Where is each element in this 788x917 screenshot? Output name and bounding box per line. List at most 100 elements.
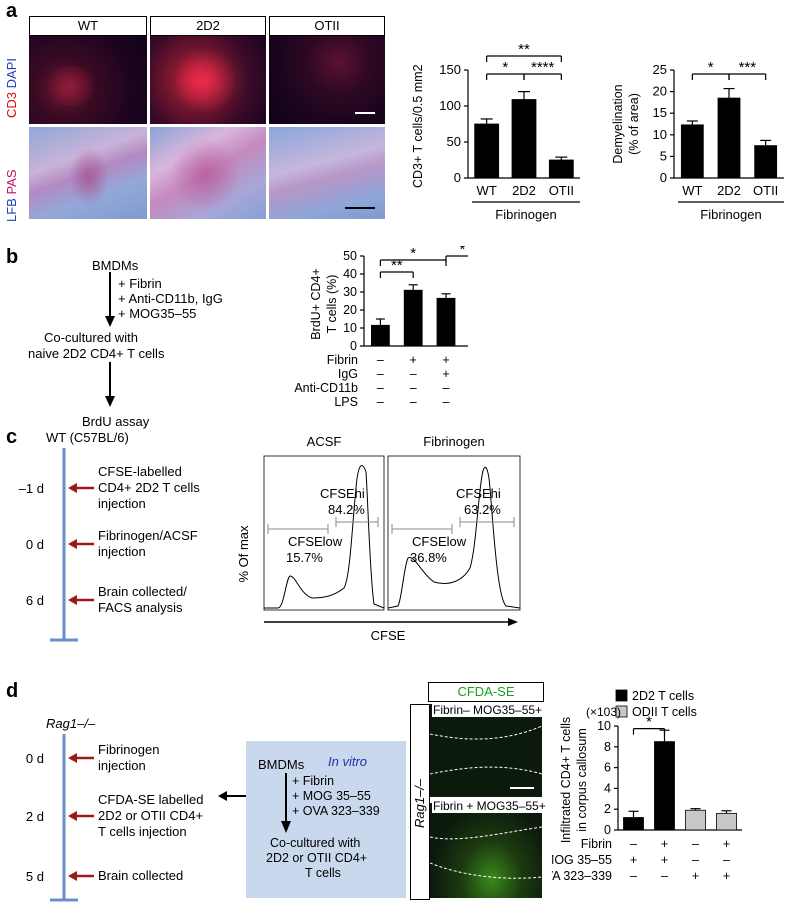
cfda-bottom-label: Fibrin + MOG35–55+: [432, 799, 547, 813]
stain-label-lfb-pas: LFB PAS: [4, 169, 19, 222]
timeline-arrowhead: [68, 539, 77, 549]
micrograph-lfb-2d2: [150, 127, 266, 219]
bar: [654, 741, 675, 831]
box-treat3: + OVA 323–339: [292, 804, 380, 818]
timeline-text: Brain collected: [98, 868, 183, 883]
y-tick-label: 0: [604, 823, 611, 837]
timeline-arrowhead: [68, 871, 77, 881]
micrograph-cfda-bottom: [430, 803, 542, 898]
flow-b-cocult2: naive 2D2 CD4+ T cells: [28, 346, 165, 361]
bar: [716, 812, 737, 831]
significance-label: **: [518, 41, 530, 58]
condition-label: MOG 35–55: [552, 853, 612, 867]
bar: [548, 159, 574, 179]
cfda-header: CFDA-SE: [428, 682, 544, 702]
chart-c-histograms: % Of maxACSFCFSElow15.7%CFSEhi84.2%Fibri…: [238, 434, 521, 643]
timeline-text: CD4+ 2D2 T cells: [98, 480, 200, 495]
histogram-frame: [387, 455, 521, 611]
condition-sign: –: [661, 869, 668, 883]
gate-hi-pct: 63.2%: [464, 502, 501, 517]
gate-low-pct: 15.7%: [286, 550, 323, 565]
condition-sign: –: [410, 381, 417, 395]
condition-sign: –: [630, 869, 637, 883]
condition-sign: +: [442, 367, 449, 381]
condition-sign: –: [410, 367, 417, 381]
panel-letter-b: b: [6, 246, 19, 268]
significance-label: ***: [739, 59, 757, 76]
condition-sign: +: [661, 837, 668, 851]
timeline-day: 0 d: [26, 537, 44, 552]
condition-label: LPS: [334, 395, 358, 409]
y-tick-label: 0: [350, 339, 357, 353]
timeline-text: injection: [98, 544, 146, 559]
condition-label: Fibrin: [581, 837, 612, 851]
micrograph-lfb-wt: [29, 127, 147, 219]
timeline-text: Brain collected/: [98, 584, 187, 599]
histogram-frame: [263, 455, 385, 611]
box-treat2: + MOG 35–55: [292, 789, 371, 803]
y-tick-label: 100: [439, 98, 461, 113]
gate-low-label: CFSElow: [288, 534, 343, 549]
condition-sign: +: [723, 837, 730, 851]
y-axis-label-2: (% of area): [627, 93, 641, 155]
histogram-title: ACSF: [307, 434, 342, 449]
x-tick-label: WT: [477, 183, 497, 198]
rag-side-label: Rag1–/–: [412, 778, 427, 828]
x-axis-arrowhead: [508, 618, 518, 626]
gate-hi-label: CFSEhi: [456, 486, 501, 501]
significance-label: ****: [531, 59, 555, 76]
timeline-day: –1 d: [19, 481, 44, 496]
y-tick-label: 8: [604, 740, 611, 754]
significance-label: *: [708, 59, 714, 76]
bar: [623, 817, 644, 831]
box-title: BMDMs: [258, 757, 305, 772]
y-tick-label: 5: [660, 148, 667, 163]
timeline-arrowhead: [68, 595, 77, 605]
timeline-arrowhead: [68, 753, 77, 763]
y-axis-label-2: T cells (%): [325, 275, 339, 334]
in-vitro-box: [246, 741, 406, 898]
flow-b-treat2: + Anti-CD11b, IgG: [118, 291, 223, 306]
legend-swatch: [615, 705, 628, 718]
timeline-day: 2 d: [26, 809, 44, 824]
y-tick-label: 20: [343, 303, 357, 317]
condition-label: IgG: [338, 367, 358, 381]
y-axis-label-2: in corpus callosum: [575, 728, 589, 832]
stain-label-cd3-dapi: CD3 DAPI: [4, 58, 19, 118]
condition-sign: –: [377, 367, 384, 381]
condition-label: Anti-CD11b: [294, 381, 358, 395]
bar: [403, 289, 423, 347]
x-tick-label: 2D2: [717, 183, 741, 198]
x-tick-label: 2D2: [512, 183, 536, 198]
condition-sign: –: [410, 395, 417, 409]
box-cocult3: T cells: [305, 866, 341, 880]
gate-hi-pct: 84.2%: [328, 502, 365, 517]
timeline-day: 0 d: [26, 751, 44, 766]
bar: [685, 809, 706, 831]
significance-label: *: [410, 246, 416, 262]
y-tick-label: 10: [653, 127, 667, 142]
y-tick-label: 150: [439, 62, 461, 77]
condition-sign: +: [410, 353, 417, 367]
condition-sign: –: [377, 381, 384, 395]
histogram-title: Fibrinogen: [423, 434, 484, 449]
condition-sign: –: [723, 853, 730, 867]
bar: [371, 324, 390, 347]
y-axis-label: Infiltrated CD4+ T cells: [559, 717, 573, 843]
timeline-day: 5 d: [26, 869, 44, 884]
condition-sign: –: [630, 837, 637, 851]
bar: [474, 123, 500, 179]
flow-b-top: BMDMs: [92, 258, 139, 273]
panel-d-strain: Rag1–/–: [46, 716, 96, 731]
micrograph-lfb-otii: [269, 127, 385, 219]
panel-letter-d: d: [6, 680, 19, 702]
y-tick-label: 0: [660, 170, 667, 185]
condition-sign: +: [723, 869, 730, 883]
y-tick-label: 50: [447, 134, 461, 149]
significance-label: *: [646, 714, 652, 731]
condition-sign: +: [661, 853, 668, 867]
significance-label: *: [459, 246, 465, 258]
